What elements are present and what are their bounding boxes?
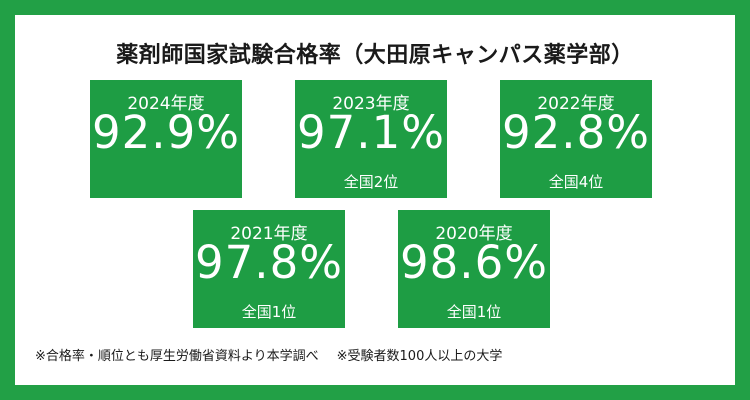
card-year: 2020年度 bbox=[435, 224, 513, 244]
card-rate: 92.8% bbox=[502, 106, 650, 159]
card-2023: 2023年度 97.1% 全国2位 bbox=[295, 80, 447, 198]
card-rank: 全国2位 bbox=[343, 173, 399, 191]
card-rate: 97.8% bbox=[195, 236, 343, 289]
card-year: 2022年度 bbox=[537, 94, 615, 114]
footnote: ※合格率・順位とも厚生労働省資料より本学調べ ※受験者数100人以上の大学 bbox=[35, 345, 502, 364]
card-rate: 98.6% bbox=[400, 236, 548, 289]
card-rank: 全国4位 bbox=[548, 173, 604, 191]
page-title: 薬剤師国家試験合格率（大田原キャンパス薬学部） bbox=[116, 43, 634, 68]
card-rank: 全国1位 bbox=[446, 303, 502, 321]
card-2024: 2024年度 92.9% bbox=[90, 80, 242, 198]
card-rate: 97.1% bbox=[297, 106, 445, 159]
card-year: 2024年度 bbox=[127, 94, 205, 114]
card-year: 2021年度 bbox=[230, 224, 308, 244]
footnote-source: ※合格率・順位とも厚生労働省資料より本学調べ bbox=[35, 349, 319, 364]
card-2021: 2021年度 97.8% 全国1位 bbox=[193, 210, 345, 328]
card-rate: 92.9% bbox=[92, 106, 240, 159]
footnote-criteria: ※受験者数100人以上の大学 bbox=[336, 349, 503, 364]
card-rank: 全国1位 bbox=[241, 303, 297, 321]
card-2022: 2022年度 92.8% 全国4位 bbox=[500, 80, 652, 198]
card-year: 2023年度 bbox=[332, 94, 410, 114]
card-2020: 2020年度 98.6% 全国1位 bbox=[398, 210, 550, 328]
